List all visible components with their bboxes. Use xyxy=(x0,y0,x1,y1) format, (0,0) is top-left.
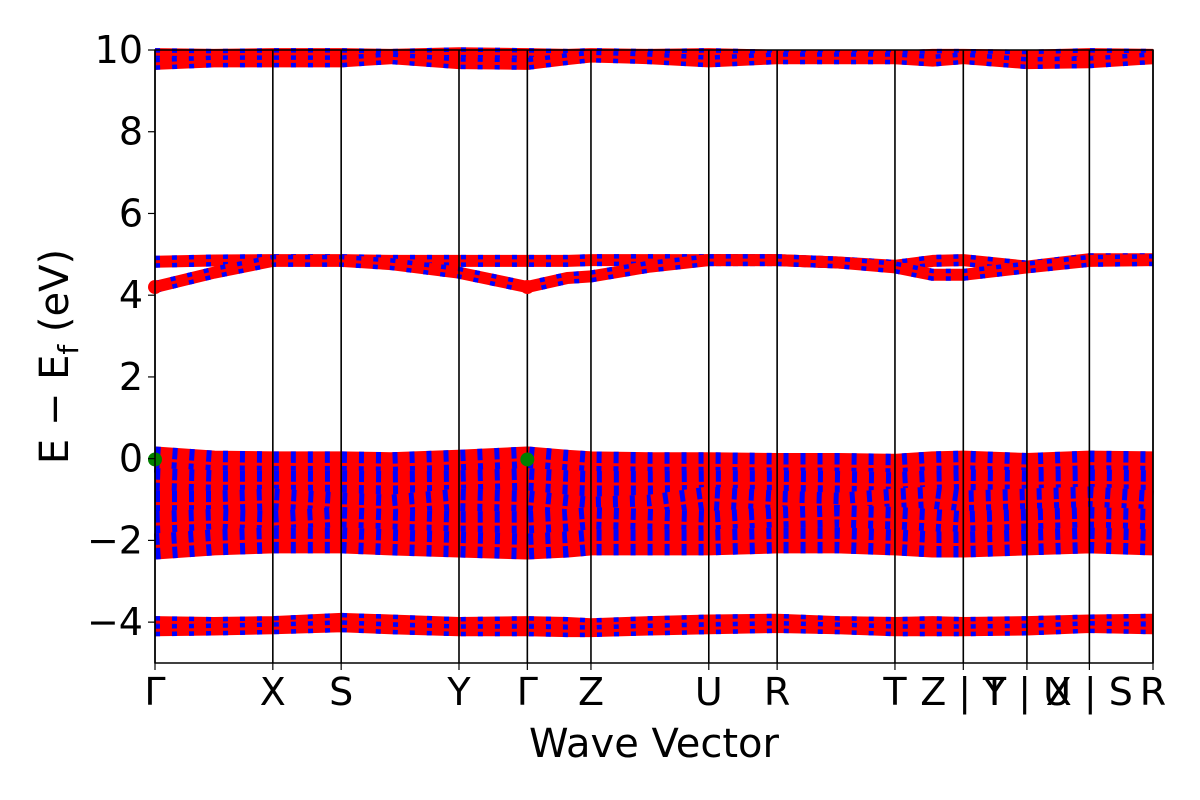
x-tick-label-5: Z xyxy=(578,670,604,714)
x-tick-label-11: X | S xyxy=(1046,670,1133,715)
x-tick-label-8: T xyxy=(882,670,907,714)
vbm-marker-3 xyxy=(520,452,535,467)
y-axis-title-main: E − E xyxy=(32,355,78,465)
y-tick-label-5: 6 xyxy=(119,191,143,235)
x-tick-label-10: T | U xyxy=(982,670,1071,715)
y-tick-label-7: 10 xyxy=(95,28,143,72)
y-tick-label-4: 4 xyxy=(119,273,143,317)
y-tick-label-0: −4 xyxy=(87,600,143,644)
y-axis-title-unit: (eV) xyxy=(32,249,78,345)
x-tick-label-9: Z | Y xyxy=(920,670,1007,715)
x-tick-label-1: X xyxy=(260,670,286,714)
k-point-lines xyxy=(154,50,1154,663)
x-axis-title: Wave Vector xyxy=(529,721,780,767)
y-axis-title: E − Ef (eV) xyxy=(32,249,85,464)
y-tick-label-6: 8 xyxy=(119,110,143,154)
band-edge-markers xyxy=(148,280,535,467)
x-tick-label-6: U xyxy=(695,670,723,714)
x-tick-label-4: Γ xyxy=(517,670,538,714)
y-axis-title-subscript: f xyxy=(52,344,85,355)
band-3-spin-up xyxy=(153,254,1154,293)
y-axis-ticks: −4 −2 0 2 4 6 8 10 xyxy=(87,28,155,644)
bands-layer xyxy=(153,47,1154,638)
cbm-marker-1 xyxy=(520,280,535,295)
y-tick-label-2: 0 xyxy=(119,437,143,481)
y-tick-label-3: 2 xyxy=(119,355,143,399)
x-tick-label-7: R xyxy=(764,670,790,714)
x-tick-label-3: Y xyxy=(446,670,471,714)
y-tick-label-1: −2 xyxy=(87,518,143,562)
plot-frame xyxy=(154,49,1154,664)
x-tick-label-12: R xyxy=(1140,670,1166,714)
x-tick-label-2: S xyxy=(329,670,353,714)
x-tick-label-0: Γ xyxy=(144,670,165,714)
